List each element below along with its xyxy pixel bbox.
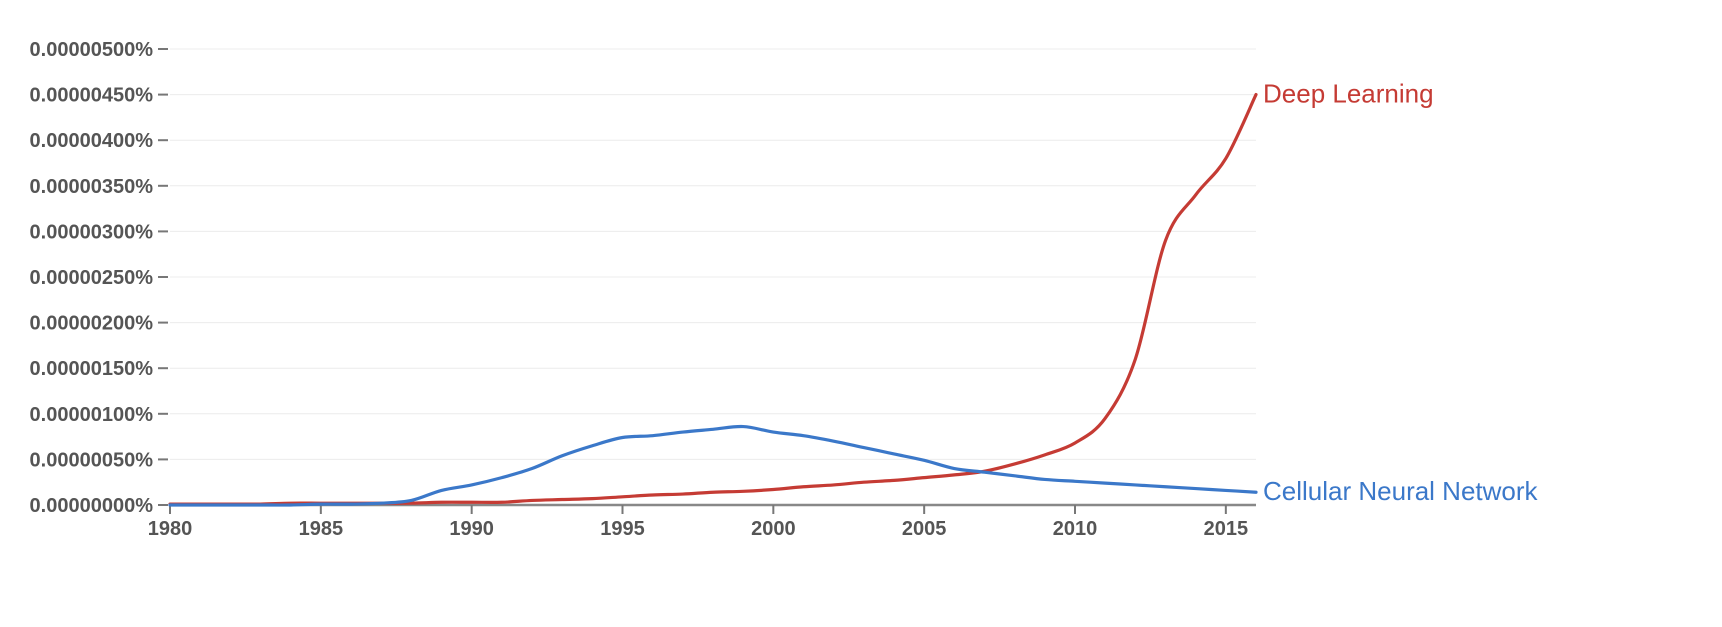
data-point-deep-learning: [561, 498, 564, 501]
x-tick-label: 2010: [1053, 518, 1098, 540]
data-point-deep-learning: [530, 499, 533, 502]
data-point-cellular-neural-network: [319, 502, 322, 505]
data-point-cellular-neural-network: [621, 436, 624, 439]
data-point-cellular-neural-network: [440, 489, 443, 492]
data-point-cellular-neural-network: [1073, 480, 1076, 483]
series-line-deep-learning: [168, 93, 1258, 506]
data-point-deep-learning: [772, 488, 775, 491]
data-point-cellular-neural-network: [1164, 485, 1167, 488]
series-label-cellular-neural-network: Cellular Neural Network: [1263, 476, 1539, 506]
data-point-cellular-neural-network: [591, 444, 594, 447]
data-point-cellular-neural-network: [923, 459, 926, 462]
data-point-deep-learning: [711, 491, 714, 494]
data-point-cellular-neural-network: [1254, 491, 1257, 494]
data-point-deep-learning: [500, 501, 503, 504]
data-point-deep-learning: [470, 501, 473, 504]
data-point-cellular-neural-network: [1194, 487, 1197, 490]
data-point-cellular-neural-network: [229, 503, 232, 506]
data-point-cellular-neural-network: [802, 434, 805, 437]
x-tick-label: 1985: [299, 518, 344, 540]
data-point-deep-learning: [1254, 93, 1257, 96]
data-point-deep-learning: [1164, 239, 1167, 242]
data-point-cellular-neural-network: [168, 503, 171, 506]
data-point-deep-learning: [1073, 441, 1076, 444]
data-point-deep-learning: [862, 481, 865, 484]
x-tick-label: 2000: [751, 518, 796, 540]
data-point-cellular-neural-network: [953, 467, 956, 470]
y-tick-label: 0.00000150%: [30, 358, 154, 380]
data-point-deep-learning: [440, 501, 443, 504]
data-point-deep-learning: [1043, 453, 1046, 456]
series-line-cellular-neural-network: [168, 424, 1258, 507]
data-point-cellular-neural-network: [561, 454, 564, 457]
data-point-cellular-neural-network: [892, 452, 895, 455]
data-point-cellular-neural-network: [530, 467, 533, 470]
data-point-deep-learning: [1224, 157, 1227, 160]
data-point-deep-learning: [953, 473, 956, 476]
data-point-deep-learning: [802, 485, 805, 488]
y-tick-label: 0.00000350%: [30, 176, 154, 198]
y-tick-label: 0.00000000%: [30, 495, 154, 517]
data-point-deep-learning: [681, 492, 684, 495]
data-point-cellular-neural-network: [772, 430, 775, 433]
y-tick-label: 0.00000050%: [30, 449, 154, 471]
data-point-deep-learning: [892, 479, 895, 482]
data-point-cellular-neural-network: [983, 471, 986, 474]
data-point-deep-learning: [1134, 357, 1137, 360]
data-point-deep-learning: [1104, 417, 1107, 420]
data-point-deep-learning: [651, 493, 654, 496]
data-point-cellular-neural-network: [862, 446, 865, 449]
data-point-cellular-neural-network: [500, 476, 503, 479]
x-tick-label: 2005: [902, 518, 947, 540]
data-point-cellular-neural-network: [289, 503, 292, 506]
data-point-deep-learning: [832, 483, 835, 486]
x-tick-label: 1980: [148, 518, 193, 540]
y-tick-label: 0.00000300%: [30, 221, 154, 243]
data-point-cellular-neural-network: [651, 434, 654, 437]
x-tick-label: 2015: [1204, 518, 1249, 540]
data-point-deep-learning: [1013, 462, 1016, 465]
data-point-cellular-neural-network: [1134, 483, 1137, 486]
y-tick-label: 0.00000450%: [30, 85, 154, 107]
data-point-deep-learning: [591, 497, 594, 500]
data-point-cellular-neural-network: [1104, 482, 1107, 485]
data-point-deep-learning: [923, 476, 926, 479]
data-point-cellular-neural-network: [410, 499, 413, 502]
data-point-cellular-neural-network: [199, 503, 202, 506]
data-point-cellular-neural-network: [742, 425, 745, 428]
y-tick-label: 0.00000200%: [30, 313, 154, 335]
y-tick-label: 0.00000500%: [30, 39, 154, 61]
x-tick-label: 1990: [449, 518, 494, 540]
data-point-deep-learning: [621, 495, 624, 498]
data-point-cellular-neural-network: [832, 440, 835, 443]
data-point-deep-learning: [742, 490, 745, 493]
data-point-cellular-neural-network: [380, 502, 383, 505]
x-tick-label: 1995: [600, 518, 645, 540]
data-point-cellular-neural-network: [1043, 478, 1046, 481]
data-point-deep-learning: [1194, 193, 1197, 196]
series-label-deep-learning: Deep Learning: [1263, 79, 1434, 109]
y-tick-label: 0.00000100%: [30, 404, 154, 426]
data-point-cellular-neural-network: [1224, 489, 1227, 492]
data-point-cellular-neural-network: [259, 503, 262, 506]
y-tick-label: 0.00000250%: [30, 267, 154, 289]
y-tick-label: 0.00000400%: [30, 130, 154, 152]
data-point-cellular-neural-network: [1013, 474, 1016, 477]
data-point-cellular-neural-network: [681, 430, 684, 433]
data-point-cellular-neural-network: [470, 483, 473, 486]
data-point-cellular-neural-network: [711, 428, 714, 431]
data-point-cellular-neural-network: [349, 502, 352, 505]
